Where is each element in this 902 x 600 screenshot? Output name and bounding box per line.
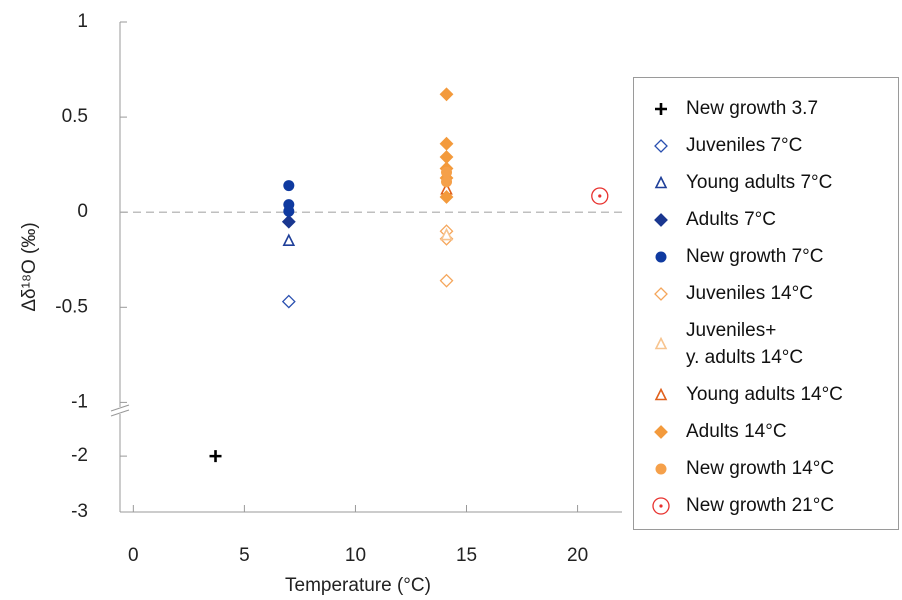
marker-diamond bbox=[654, 212, 668, 227]
legend-label: Young adults 7°C bbox=[686, 172, 833, 193]
marker-circle bbox=[283, 180, 295, 192]
marker-circle bbox=[655, 251, 667, 262]
marker-triangle bbox=[654, 175, 668, 188]
legend-label: New growth 21°C bbox=[686, 495, 835, 516]
marker-triangle bbox=[440, 227, 453, 241]
legend-item: New growth 14°C bbox=[634, 450, 898, 487]
marker-diamond bbox=[654, 286, 668, 301]
y-tick-label: 1 bbox=[77, 11, 88, 32]
x-tick-label: 5 bbox=[239, 545, 250, 566]
marker-plus bbox=[655, 102, 667, 115]
marker-diamond bbox=[439, 190, 454, 204]
legend-label: Juveniles 14°C bbox=[686, 283, 813, 304]
y-tick-label: 0 bbox=[77, 201, 88, 222]
legend-label: New growth 3.7 bbox=[686, 98, 819, 119]
marker-circle bbox=[655, 463, 667, 474]
legend-marker bbox=[654, 424, 668, 439]
marker-triangle bbox=[654, 387, 668, 400]
legend: New growth 3.7 Juveniles 7°C Young adults … bbox=[633, 77, 899, 530]
x-tick-label: 0 bbox=[128, 545, 139, 566]
legend-item: New growth 3.7 bbox=[634, 90, 898, 127]
marker-circle-dot bbox=[652, 496, 670, 515]
legend-marker bbox=[655, 251, 667, 262]
x-tick-label: 15 bbox=[456, 545, 477, 566]
marker-diamond bbox=[439, 136, 454, 151]
legend-marker bbox=[655, 102, 667, 115]
marker-circle-dot bbox=[591, 187, 609, 205]
legend-item: Adults 7°C bbox=[634, 201, 898, 238]
legend-label: Adults 7°C bbox=[686, 209, 776, 230]
marker-dot bbox=[659, 503, 663, 508]
marker-circle bbox=[441, 176, 453, 188]
legend-item: Young adults 7°C bbox=[634, 164, 898, 201]
marker-diamond bbox=[439, 87, 454, 102]
legend-label: New growth 7°C bbox=[686, 246, 824, 267]
marker-circle bbox=[283, 205, 295, 217]
legend-item: New growth 21°C bbox=[634, 487, 898, 524]
marker-diamond bbox=[439, 150, 454, 164]
legend-marker bbox=[655, 463, 667, 474]
legend-marker bbox=[654, 212, 668, 227]
legend-label: Juveniles 7°C bbox=[686, 135, 803, 156]
marker-diamond bbox=[654, 138, 668, 153]
legend-label: Juveniles+ y. adults 14°C bbox=[686, 320, 804, 368]
x-axis-label: Temperature (°C) bbox=[285, 575, 431, 596]
legend-marker bbox=[654, 336, 668, 350]
legend-marker bbox=[654, 387, 668, 400]
axis-break bbox=[110, 404, 130, 412]
axis-break bbox=[110, 409, 130, 417]
marker-diamond bbox=[439, 273, 454, 288]
legend-item: Juveniles+ y. adults 14°C bbox=[634, 312, 898, 376]
marker-circle bbox=[441, 166, 453, 178]
legend-item: Young adults 14°C bbox=[634, 376, 898, 413]
legend-label: Young adults 14°C bbox=[686, 384, 843, 405]
y-tick-label: -0.5 bbox=[55, 296, 88, 317]
legend-marker bbox=[654, 138, 668, 153]
marker-triangle bbox=[654, 336, 668, 350]
y-tick-label: 0.5 bbox=[62, 106, 88, 127]
marker-dot bbox=[598, 194, 602, 198]
legend-label: Adults 14°C bbox=[686, 421, 787, 442]
legend-item: Juveniles 7°C bbox=[634, 127, 898, 164]
chart: Temperature (°C) Δδ¹⁸O (‰) 1 0.5 0 -0.5 -1 -2… bbox=[19, 11, 622, 596]
legend-marker bbox=[652, 496, 670, 515]
y-tick-label: -2 bbox=[71, 445, 88, 466]
legend-marker bbox=[654, 175, 668, 188]
y-axis-label: Δδ¹⁸O (‰) bbox=[19, 222, 40, 311]
x-tick-label: 20 bbox=[567, 545, 588, 566]
marker-diamond bbox=[281, 214, 296, 229]
marker-diamond bbox=[654, 424, 668, 439]
marker-plus bbox=[209, 450, 222, 463]
y-tick-label: -1 bbox=[71, 391, 88, 412]
legend-item: Juveniles 14°C bbox=[634, 275, 898, 312]
legend-label: New growth 14°C bbox=[686, 458, 835, 479]
y-tick-label: -3 bbox=[71, 501, 88, 522]
legend-item: New growth 7°C bbox=[634, 238, 898, 275]
legend-marker bbox=[654, 286, 668, 301]
legend-item: Adults 14°C bbox=[634, 413, 898, 450]
marker-diamond bbox=[281, 294, 296, 309]
marker-triangle bbox=[282, 233, 296, 247]
x-tick-label: 10 bbox=[345, 545, 366, 566]
